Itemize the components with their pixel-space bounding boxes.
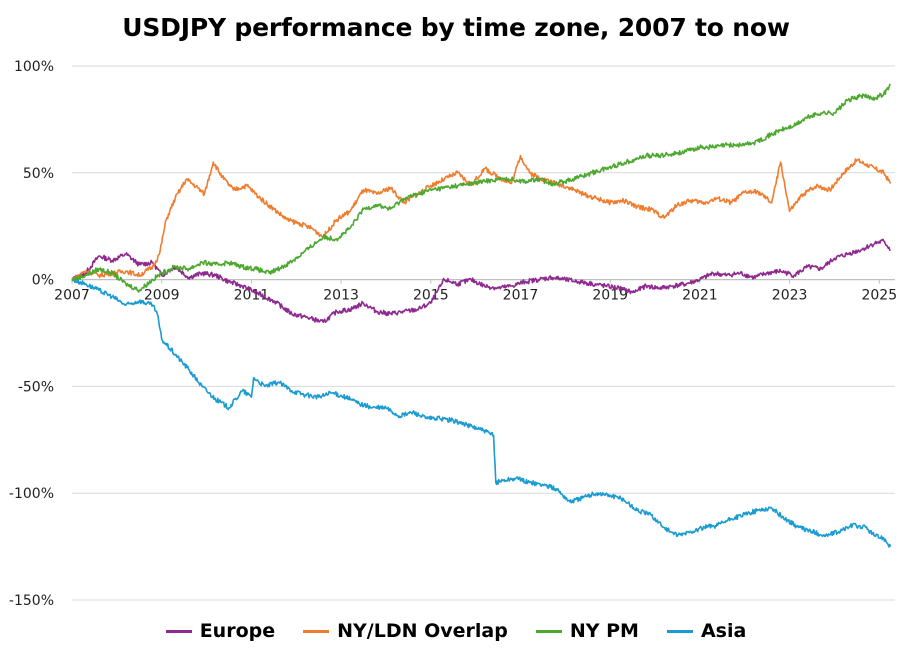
y-axis-ticks: -150% -100% -50% 0% 50% 100% — [9, 59, 54, 609]
x-tick-label: 2015 — [413, 288, 449, 304]
legend-label: Europe — [199, 620, 276, 642]
series-lines — [71, 83, 892, 548]
x-axis-ticks: 2007 2009 2011 2013 2015 2017 2019 2021 2023 2025 — [54, 279, 897, 304]
x-tick-label: 2019 — [592, 288, 628, 304]
x-tick-label: 2025 — [861, 288, 897, 304]
series-line-asia — [71, 277, 892, 548]
legend-label: NY/LDN Overlap — [337, 620, 508, 642]
series-line-europe — [71, 238, 891, 324]
chart-title: USDJPY performance by time zone, 2007 to… — [122, 13, 790, 42]
y-tick-label: 100% — [14, 59, 54, 75]
x-tick-label: 2009 — [144, 288, 180, 304]
legend: Europe NY/LDN Overlap NY PM Asia — [0, 620, 912, 642]
y-tick-label: -50% — [18, 379, 54, 395]
y-tick-label: -100% — [9, 486, 54, 502]
x-tick-label: 2017 — [503, 288, 539, 304]
legend-label: NY PM — [569, 620, 639, 642]
legend-swatch — [535, 629, 562, 633]
legend-swatch — [303, 629, 330, 633]
y-tick-label: 0% — [32, 273, 54, 289]
x-tick-label: 2021 — [682, 288, 718, 304]
legend-swatch — [165, 629, 192, 633]
x-tick-label: 2023 — [772, 288, 808, 304]
x-tick-label: 2007 — [54, 288, 90, 304]
series-line-ny-ldn-overlap — [71, 154, 892, 282]
y-tick-label: -150% — [9, 593, 54, 609]
grid-lines — [72, 65, 895, 601]
legend-item: Asia — [666, 620, 747, 642]
series-line-ny-pm — [71, 83, 892, 293]
legend-label: Asia — [700, 620, 747, 642]
legend-item: NY PM — [535, 620, 639, 642]
legend-item: Europe — [165, 620, 276, 642]
y-tick-label: 50% — [23, 166, 54, 182]
x-tick-label: 2013 — [323, 288, 359, 304]
legend-item: NY/LDN Overlap — [303, 620, 508, 642]
legend-swatch — [666, 629, 693, 633]
